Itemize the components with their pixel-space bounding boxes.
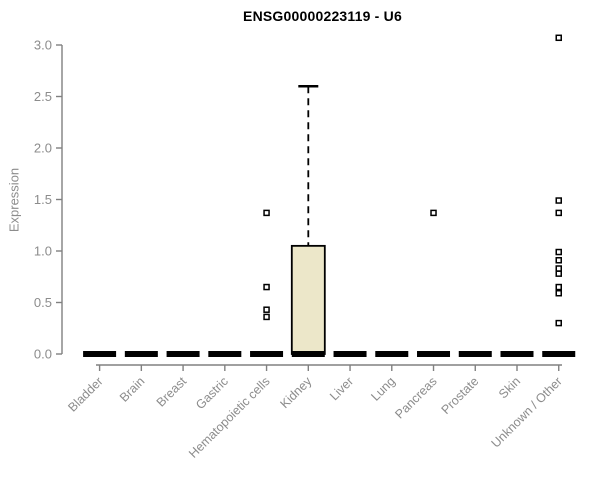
- y-tick-label: 2.5: [34, 89, 52, 104]
- box-collapsed-pancreas: [417, 351, 451, 357]
- x-tick-label-skin: Skin: [496, 374, 523, 401]
- x-tick-label-lung: Lung: [368, 374, 398, 404]
- x-tick-label-bladder: Bladder: [65, 374, 105, 414]
- outlier-unknown-other: [555, 257, 562, 264]
- box-kidney: [290, 244, 326, 355]
- x-tick-label-liver: Liver: [327, 374, 356, 403]
- outlier-hematopoietic-cells: [263, 209, 270, 217]
- box-collapsed-unknown-other: [542, 351, 576, 357]
- x-tick-label-gastric: Gastric: [193, 374, 231, 412]
- outlier-unknown-other: [555, 289, 562, 297]
- outlier-hematopoietic-cells: [263, 283, 270, 291]
- box-collapsed-gastric: [208, 351, 242, 357]
- y-tick-label: 2.0: [34, 141, 52, 156]
- x-tick-label-kidney: Kidney: [277, 374, 314, 411]
- box-collapsed-liver: [333, 351, 367, 357]
- x-tick-label-prostate: Prostate: [439, 374, 482, 417]
- outlier-unknown-other: [555, 209, 562, 217]
- x-tick-label-breast: Breast: [154, 374, 190, 410]
- outlier-unknown-other: [555, 248, 562, 256]
- outlier-unknown-other: [555, 270, 562, 277]
- median-kidney: [291, 351, 325, 357]
- box-collapsed-hematopoietic-cells: [250, 351, 284, 357]
- x-tick-label-pancreas: Pancreas: [392, 374, 439, 421]
- box-collapsed-breast: [166, 351, 200, 357]
- x-tick-label-hematopoietic-cells: Hematopoietic cells: [186, 374, 273, 461]
- y-tick-label: 1.0: [34, 244, 52, 259]
- outlier-pancreas: [430, 209, 437, 217]
- outlier-hematopoietic-cells: [263, 313, 270, 321]
- y-tick-label: 1.5: [34, 192, 52, 207]
- outlier-hematopoietic-cells: [263, 306, 270, 313]
- box-collapsed-brain: [124, 351, 158, 357]
- box-collapsed-bladder: [83, 351, 117, 357]
- y-tick-label: 0.0: [34, 347, 52, 362]
- outlier-unknown-other: [555, 265, 562, 272]
- y-tick-label: 3.0: [34, 38, 52, 53]
- y-tick-label: 0.5: [34, 295, 52, 310]
- outlier-unknown-other: [555, 283, 562, 291]
- chart-title: ENSG00000223119 - U6: [243, 8, 402, 24]
- x-tick-label-unknown-other: Unknown / Other: [489, 374, 565, 450]
- box-collapsed-prostate: [458, 351, 492, 357]
- outlier-unknown-other: [555, 197, 562, 204]
- x-tick-label-brain: Brain: [117, 374, 148, 405]
- box-collapsed-lung: [375, 351, 409, 357]
- outlier-unknown-other: [555, 34, 562, 42]
- box-collapsed-skin: [500, 351, 534, 357]
- outlier-unknown-other: [555, 319, 562, 327]
